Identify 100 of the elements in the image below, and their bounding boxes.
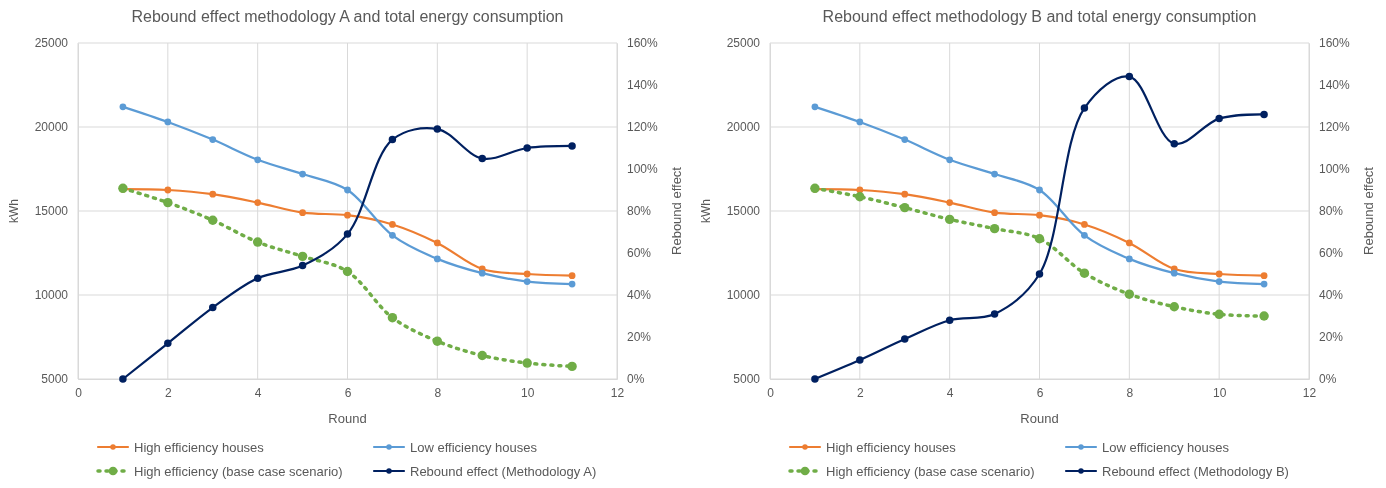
- legend-label: High efficiency (base case scenario): [826, 463, 1035, 479]
- x-tick-label: 12: [1302, 385, 1317, 400]
- y-tick-label: 25000: [726, 36, 761, 51]
- legend-label: Low efficiency houses: [410, 439, 538, 455]
- point: [208, 215, 218, 225]
- y2-tick-label: 160%: [627, 36, 659, 51]
- point: [1260, 272, 1268, 280]
- point: [342, 266, 353, 277]
- point: [297, 251, 308, 262]
- point: [433, 239, 441, 247]
- point: [389, 231, 396, 239]
- point: [1170, 140, 1178, 148]
- point: [901, 136, 909, 143]
- point: [1260, 280, 1268, 288]
- point: [1081, 231, 1088, 239]
- point: [567, 361, 577, 372]
- point: [209, 303, 217, 312]
- point: [433, 255, 441, 263]
- point: [478, 154, 486, 163]
- y-tick-label: 10000: [726, 288, 761, 303]
- point: [856, 356, 864, 364]
- point: [901, 190, 909, 198]
- point: [252, 237, 263, 247]
- y2-axis-title: Rebound effect: [669, 166, 684, 255]
- point: [945, 316, 954, 324]
- y2-tick-label: 80%: [627, 204, 652, 219]
- x-tick-label: 6: [1036, 385, 1044, 400]
- x-axis-title: Round: [328, 411, 367, 426]
- point: [1124, 289, 1135, 299]
- point: [568, 142, 576, 150]
- y-tick-label: 20000: [34, 120, 69, 135]
- point: [164, 339, 172, 348]
- point: [254, 199, 262, 206]
- y-tick-label: 15000: [726, 204, 761, 219]
- point: [298, 261, 307, 270]
- point: [1036, 211, 1043, 219]
- point: [1035, 270, 1044, 278]
- point: [164, 118, 172, 126]
- point: [119, 375, 127, 383]
- point: [991, 170, 998, 178]
- point: [991, 209, 998, 217]
- point: [946, 199, 954, 206]
- chart-title: Rebound effect methodology B and total energy consumption: [822, 8, 1257, 25]
- point: [811, 375, 819, 383]
- y2-tick-label: 20%: [1319, 330, 1344, 345]
- y2-tick-label: 140%: [1319, 78, 1351, 93]
- point: [1079, 268, 1090, 278]
- point: [1259, 311, 1269, 321]
- x-tick-label: 0: [75, 385, 83, 400]
- point: [522, 358, 532, 368]
- point: [1215, 270, 1223, 278]
- point: [523, 144, 531, 152]
- point: [387, 312, 398, 323]
- y2-axis-title: Rebound effect: [1361, 166, 1376, 255]
- legend-label: Rebound effect (Methodology B): [1102, 463, 1289, 479]
- point: [477, 350, 487, 361]
- x-tick-label: 8: [1126, 385, 1134, 400]
- x-tick-label: 2: [164, 385, 172, 400]
- point: [343, 230, 352, 238]
- point: [344, 211, 351, 219]
- point: [432, 336, 443, 346]
- point: [119, 103, 127, 111]
- point: [1169, 302, 1179, 312]
- y2-tick-label: 60%: [1319, 246, 1344, 261]
- point: [1215, 278, 1223, 285]
- point: [344, 186, 351, 194]
- x-tick-label: 0: [767, 385, 775, 400]
- y-tick-label: 5000: [41, 372, 69, 387]
- point: [1214, 309, 1224, 320]
- y-axis-title: kWh: [699, 199, 713, 223]
- y-axis-title: kWh: [7, 199, 21, 223]
- y2-tick-label: 140%: [627, 78, 659, 93]
- point: [209, 190, 217, 198]
- point: [1125, 72, 1134, 81]
- point: [523, 270, 531, 278]
- point: [1260, 110, 1268, 119]
- point: [388, 135, 397, 144]
- y2-tick-label: 0%: [1319, 372, 1337, 387]
- point: [299, 170, 306, 178]
- y2-tick-label: 40%: [1319, 288, 1344, 303]
- point: [946, 156, 954, 164]
- x-tick-label: 10: [520, 385, 535, 400]
- y2-tick-label: 120%: [1319, 120, 1351, 135]
- x-tick-label: 10: [1212, 385, 1227, 400]
- point: [209, 136, 217, 143]
- point: [254, 156, 262, 164]
- point: [900, 202, 910, 213]
- y2-tick-label: 120%: [627, 120, 659, 135]
- point: [478, 269, 486, 277]
- y-tick-label: 25000: [34, 36, 69, 51]
- point: [164, 186, 172, 194]
- legend-label: High efficiency (base case scenario): [134, 463, 343, 479]
- x-axis-title: Round: [1020, 411, 1059, 426]
- y-tick-label: 5000: [733, 372, 761, 387]
- y2-tick-label: 40%: [627, 288, 652, 303]
- point: [989, 223, 1000, 234]
- y2-tick-label: 100%: [627, 162, 659, 177]
- chart-title: Rebound effect methodology A and total energy consumption: [131, 8, 564, 25]
- point: [523, 278, 531, 285]
- y2-tick-label: 20%: [627, 330, 652, 345]
